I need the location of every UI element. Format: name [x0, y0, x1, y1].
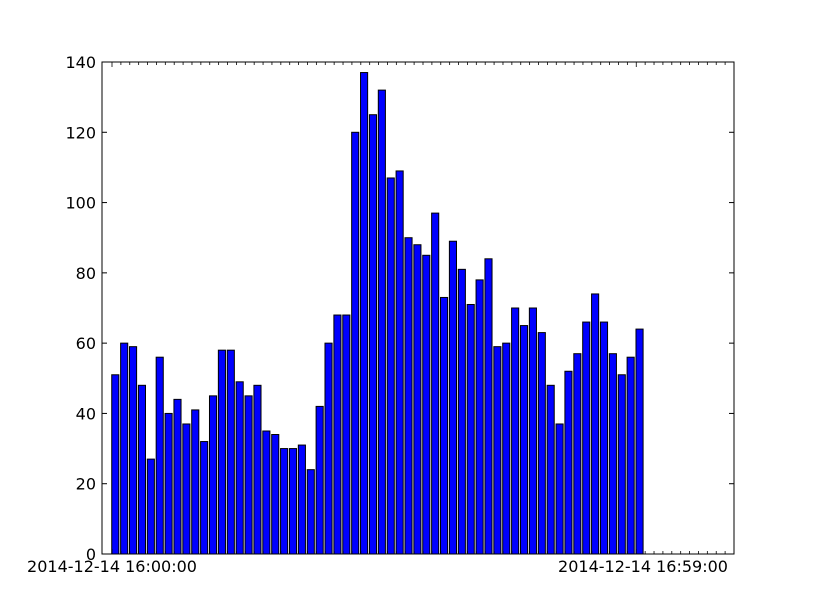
y-tick-label: 120 [65, 123, 96, 142]
bar [617, 374, 626, 555]
bar [351, 131, 360, 555]
bar [360, 72, 369, 555]
x-tick-label-start: 2014-12-14 16:00:00 [27, 557, 197, 576]
bar [466, 303, 475, 555]
y-tick-label: 100 [65, 194, 96, 213]
bar [413, 244, 422, 555]
bar [591, 293, 600, 555]
bar [129, 346, 138, 555]
y-tick-label: 20 [76, 475, 96, 494]
bar [626, 356, 635, 555]
bar [377, 89, 386, 555]
bar [164, 412, 173, 555]
bar [235, 381, 244, 555]
bar [342, 314, 351, 555]
y-tick-labels: 0 20 40 60 80 100 120 140 [65, 53, 96, 564]
y-tick-label: 40 [76, 404, 96, 423]
bar [422, 254, 431, 555]
bar [582, 321, 591, 555]
bar [519, 325, 529, 555]
y-tick-label: 80 [76, 264, 96, 283]
bar [280, 448, 289, 555]
bar [573, 353, 582, 555]
bar [448, 240, 458, 555]
bar [502, 342, 511, 555]
bar [599, 321, 609, 555]
bar [528, 307, 537, 555]
x-tick-label-end: 2014-12-14 16:59:00 [558, 557, 728, 576]
bar [555, 423, 564, 555]
bar [111, 374, 120, 555]
y-tick-label: 0 [86, 545, 96, 564]
bar [244, 395, 253, 555]
bar [182, 423, 191, 555]
bar [386, 177, 395, 555]
bar [173, 398, 182, 555]
bar [440, 296, 449, 555]
bar [635, 328, 644, 555]
bar [457, 268, 466, 555]
bar [608, 353, 617, 555]
bar [546, 384, 555, 555]
bar [484, 258, 493, 555]
bar [368, 114, 378, 555]
bar [288, 448, 298, 555]
bar [120, 342, 129, 555]
bar [191, 409, 200, 555]
bar [146, 458, 155, 555]
bar [200, 441, 209, 555]
bar [324, 342, 333, 555]
y-tick-label: 60 [76, 334, 96, 353]
bar [475, 279, 484, 555]
bar [493, 346, 502, 555]
bar [297, 444, 306, 555]
bar [511, 307, 520, 555]
y-tick-label: 140 [65, 53, 96, 72]
bar [262, 430, 271, 555]
bar [315, 405, 324, 555]
bar [306, 469, 315, 555]
bar [208, 395, 218, 555]
bar [226, 349, 235, 555]
bar [271, 434, 280, 555]
bar [537, 332, 546, 555]
plot-frame [101, 61, 735, 555]
bar [137, 384, 146, 555]
bar [333, 314, 342, 555]
bar [404, 237, 413, 555]
bar [395, 170, 404, 555]
bar [564, 370, 573, 555]
bar [431, 212, 440, 555]
bar [253, 384, 262, 555]
bars-group [111, 72, 644, 555]
bar [217, 349, 226, 555]
bar [155, 356, 164, 555]
